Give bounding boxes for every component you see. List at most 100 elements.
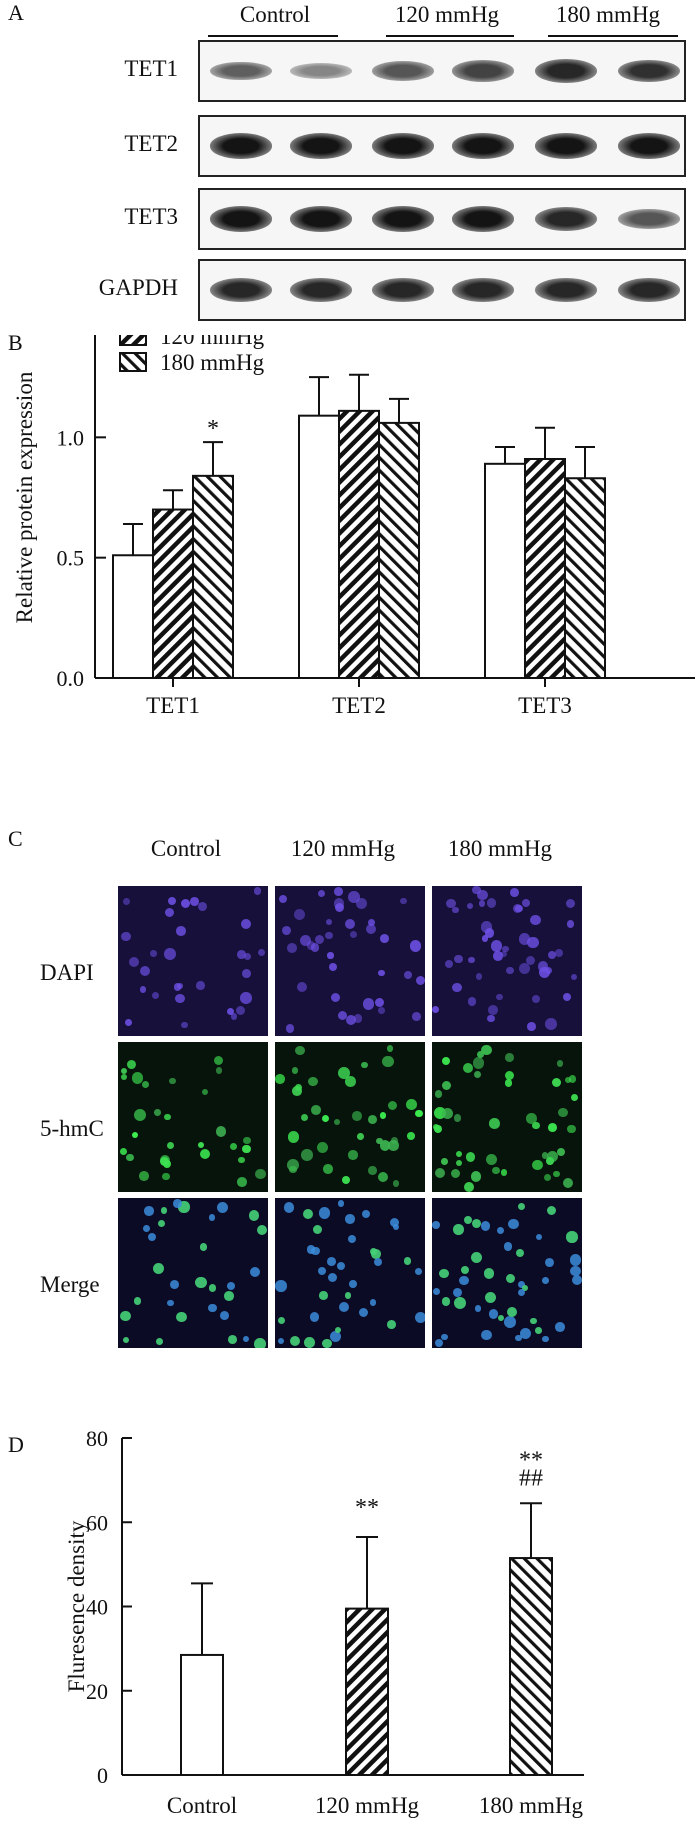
cell-nucleus xyxy=(572,1275,582,1286)
blot-row-label-0: TET1 xyxy=(124,56,178,81)
micrograph-1-1 xyxy=(275,1042,425,1192)
cell-nucleus xyxy=(348,890,360,903)
cell-nucleus xyxy=(521,1284,529,1292)
blot-band xyxy=(535,207,597,231)
cell-nucleus xyxy=(344,918,356,930)
cell-nucleus xyxy=(570,1265,581,1277)
cell-nucleus xyxy=(295,1045,305,1056)
cell-nucleus xyxy=(488,1005,499,1016)
cell-nucleus xyxy=(278,894,287,903)
micrograph-2-2 xyxy=(432,1198,582,1348)
cell-nucleus xyxy=(277,1316,286,1325)
cell-nucleus xyxy=(310,943,320,952)
cell-nucleus xyxy=(330,992,341,1003)
cell-nucleus xyxy=(196,981,205,990)
cell-nucleus xyxy=(517,1202,525,1210)
cell-nucleus xyxy=(527,1022,536,1032)
cell-nucleus xyxy=(547,1206,557,1216)
cell-nucleus xyxy=(119,1147,127,1155)
cell-nucleus xyxy=(490,940,502,952)
cell-nucleus xyxy=(481,935,489,942)
cell-nucleus xyxy=(466,903,473,910)
cell-nucleus xyxy=(173,983,182,991)
bar xyxy=(484,462,526,679)
micrograph-0-2 xyxy=(432,886,582,1036)
cell-nucleus xyxy=(302,1208,314,1220)
cell-nucleus xyxy=(256,1224,268,1236)
blot-band xyxy=(290,133,352,159)
cell-nucleus xyxy=(452,906,459,914)
cell-nucleus xyxy=(289,1166,297,1174)
cell-nucleus xyxy=(361,1061,368,1068)
cell-nucleus xyxy=(253,1338,266,1348)
cell-nucleus xyxy=(147,1232,156,1242)
blot-band xyxy=(372,133,434,159)
cell-nucleus xyxy=(564,1077,572,1084)
y-tick-label: 80 xyxy=(86,1431,108,1451)
blot-band xyxy=(452,278,514,302)
y-tick-label: 0.0 xyxy=(57,666,85,691)
cell-nucleus xyxy=(153,1262,165,1275)
cell-nucleus xyxy=(541,1152,549,1160)
cell-nucleus xyxy=(257,949,265,957)
significance-marker: ** xyxy=(355,1495,379,1521)
cell-nucleus xyxy=(434,1090,443,1098)
cell-nucleus xyxy=(370,1248,377,1256)
cell-nucleus xyxy=(173,1199,182,1208)
cell-nucleus xyxy=(120,1311,131,1322)
cell-nucleus xyxy=(214,1055,224,1065)
cell-nucleus xyxy=(435,1167,446,1179)
blot-row-label-2: TET3 xyxy=(124,204,178,229)
blot-band xyxy=(618,133,680,159)
cell-nucleus xyxy=(506,1307,517,1318)
cell-nucleus xyxy=(240,992,252,1004)
cell-nucleus xyxy=(486,1153,498,1165)
cell-nucleus xyxy=(125,1019,133,1027)
cell-nucleus xyxy=(162,1173,170,1181)
micrograph-0-0 xyxy=(118,886,268,1036)
cell-nucleus xyxy=(455,1159,463,1166)
cell-nucleus xyxy=(164,948,176,960)
cell-nucleus xyxy=(562,1177,573,1189)
cell-nucleus xyxy=(334,1118,341,1125)
cell-nucleus xyxy=(326,1257,336,1267)
cell-nucleus xyxy=(512,903,522,913)
cell-nucleus xyxy=(338,1301,349,1312)
cell-nucleus xyxy=(507,1218,519,1230)
cell-nucleus xyxy=(472,1219,482,1229)
cell-nucleus xyxy=(242,1335,250,1342)
cell-nucleus xyxy=(492,1167,500,1175)
cell-nucleus xyxy=(301,1149,313,1161)
cell-nucleus xyxy=(199,1243,208,1251)
cell-nucleus xyxy=(501,951,508,958)
cell-nucleus xyxy=(532,1159,543,1171)
cell-nucleus xyxy=(180,898,191,909)
cell-nucleus xyxy=(123,1337,130,1344)
chart-b: 0.00.51.01.5Relative protein expressionT… xyxy=(12,335,695,718)
cell-nucleus xyxy=(407,1132,415,1141)
blot-band xyxy=(210,61,272,81)
cell-nucleus xyxy=(374,997,384,1007)
cell-nucleus xyxy=(287,943,297,953)
cell-nucleus xyxy=(433,1124,443,1134)
cell-nucleus xyxy=(531,1121,540,1130)
cell-nucleus xyxy=(393,1180,400,1187)
cell-nucleus xyxy=(242,1144,251,1154)
cell-nucleus xyxy=(503,1241,513,1251)
bar xyxy=(298,414,340,679)
cell-nucleus xyxy=(535,1327,542,1334)
cell-nucleus xyxy=(365,924,377,935)
cell-nucleus xyxy=(341,1175,351,1185)
cell-nucleus xyxy=(333,898,345,910)
cell-nucleus xyxy=(349,1280,357,1289)
cell-nucleus xyxy=(344,1292,352,1299)
micrograph-1-0 xyxy=(118,1042,268,1192)
cell-nucleus xyxy=(403,971,412,979)
cell-nucleus xyxy=(313,1224,323,1234)
cell-nucleus xyxy=(454,954,463,964)
bar xyxy=(345,1607,389,1776)
cell-nucleus xyxy=(322,1114,330,1123)
significance-marker: * xyxy=(207,416,219,442)
cell-nucleus xyxy=(433,1287,441,1296)
cell-nucleus xyxy=(121,931,131,942)
